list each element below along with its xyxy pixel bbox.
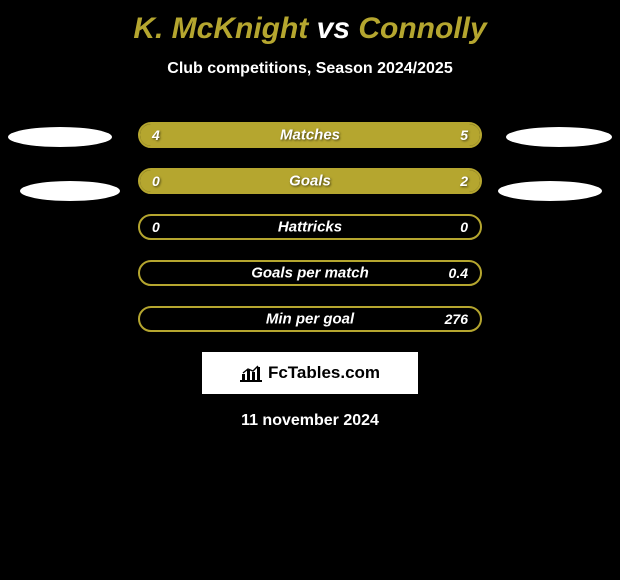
comparison-infographic: K. McKnight vs Connolly Club competition… (0, 0, 620, 580)
player1-name: K. McKnight (133, 12, 308, 45)
stat-row: 0 2 Goals (0, 168, 620, 194)
stat-label: Goals (289, 173, 331, 190)
stat-label: Hattricks (278, 219, 342, 236)
stat-row: 0.4 Goals per match (0, 260, 620, 286)
vs-separator: vs (317, 12, 350, 45)
stat-track: 0.4 Goals per match (138, 260, 482, 286)
stat-value-left: 4 (152, 127, 160, 143)
season-subtitle: Club competitions, Season 2024/2025 (0, 60, 620, 78)
stat-row: 276 Min per goal (0, 306, 620, 332)
stat-track: 276 Min per goal (138, 306, 482, 332)
stat-track: 0 2 Goals (138, 168, 482, 194)
stat-label: Matches (280, 127, 340, 144)
stat-value-right: 276 (445, 311, 468, 327)
comparison-title: K. McKnight vs Connolly (0, 0, 620, 46)
chart-icon (240, 364, 262, 382)
stat-row: 0 0 Hattricks (0, 214, 620, 240)
stat-row: 4 5 Matches (0, 122, 620, 148)
stat-track: 0 0 Hattricks (138, 214, 482, 240)
stat-fill-left (140, 124, 290, 146)
stat-bars: 4 5 Matches 0 2 Goals 0 0 Hattricks 0.4 Goals per … (0, 122, 620, 332)
stat-value-right: 0 (460, 219, 468, 235)
stat-value-right: 2 (460, 173, 468, 189)
stat-value-left: 0 (152, 173, 160, 189)
stat-value-right: 5 (460, 127, 468, 143)
stat-fill-right (208, 170, 480, 192)
snapshot-date: 11 november 2024 (0, 412, 620, 430)
stat-value-right: 0.4 (449, 265, 468, 281)
stat-track: 4 5 Matches (138, 122, 482, 148)
brand-text: FcTables.com (268, 363, 380, 383)
player2-name: Connolly (358, 12, 486, 45)
stat-value-left: 0 (152, 219, 160, 235)
stat-label: Min per goal (266, 311, 354, 328)
brand-badge: FcTables.com (202, 352, 418, 394)
stat-fill-left (140, 170, 208, 192)
stat-label: Goals per match (251, 265, 369, 282)
